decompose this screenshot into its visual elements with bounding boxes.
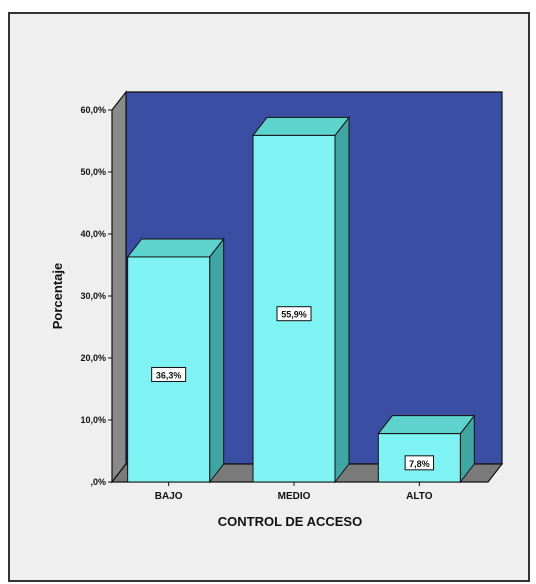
bar-alto: 7,8% <box>377 414 476 484</box>
data-label-box <box>404 455 435 471</box>
data-label: 7,8% <box>409 459 430 469</box>
bar-top <box>377 415 476 435</box>
y-tick-label: 60,0% <box>80 105 106 115</box>
category-label: BAJO <box>155 491 183 502</box>
x-axis-title: CONTROL DE ACCESO <box>218 514 362 529</box>
bar-top <box>126 238 225 258</box>
chart-bars: 36,3% 55,9% 7,8% <box>126 115 476 484</box>
y-tick-label: 30,0% <box>80 291 106 301</box>
y-tick-label: ,0% <box>90 477 106 487</box>
bar-chart: 36,3% 55,9% 7,8% ,0% 10,0% 20,0% 30,0% 40,0% 50… <box>50 90 504 529</box>
category-label: ALTO <box>406 491 433 502</box>
y-tick-label: 10,0% <box>80 415 106 425</box>
category-label: MEDIO <box>278 491 311 502</box>
data-label-box <box>276 306 312 322</box>
data-label: 36,3% <box>156 370 182 380</box>
chart-frame: 36,3% 55,9% 7,8% ,0% 10,0% 20,0% 30,0% 40,0% 50… <box>8 12 530 582</box>
bar-bajo: 36,3% <box>126 237 225 484</box>
bar-side <box>209 237 225 484</box>
bar-medio: 55,9% <box>251 115 351 484</box>
data-label: 55,9% <box>281 310 307 320</box>
y-tick-label: 20,0% <box>80 353 106 363</box>
bar-side <box>334 115 350 484</box>
y-tick-label: 40,0% <box>80 229 106 239</box>
y-axis-ticks: ,0% 10,0% 20,0% 30,0% 40,0% 50,0% 60,0% <box>80 105 112 487</box>
data-label-box <box>151 366 187 382</box>
x-axis-categories: BAJO MEDIO ALTO <box>155 482 433 502</box>
side-wall <box>111 90 127 484</box>
y-axis-title: Porcentaje <box>50 263 65 329</box>
bar-top <box>251 116 351 136</box>
y-tick-label: 50,0% <box>80 167 106 177</box>
